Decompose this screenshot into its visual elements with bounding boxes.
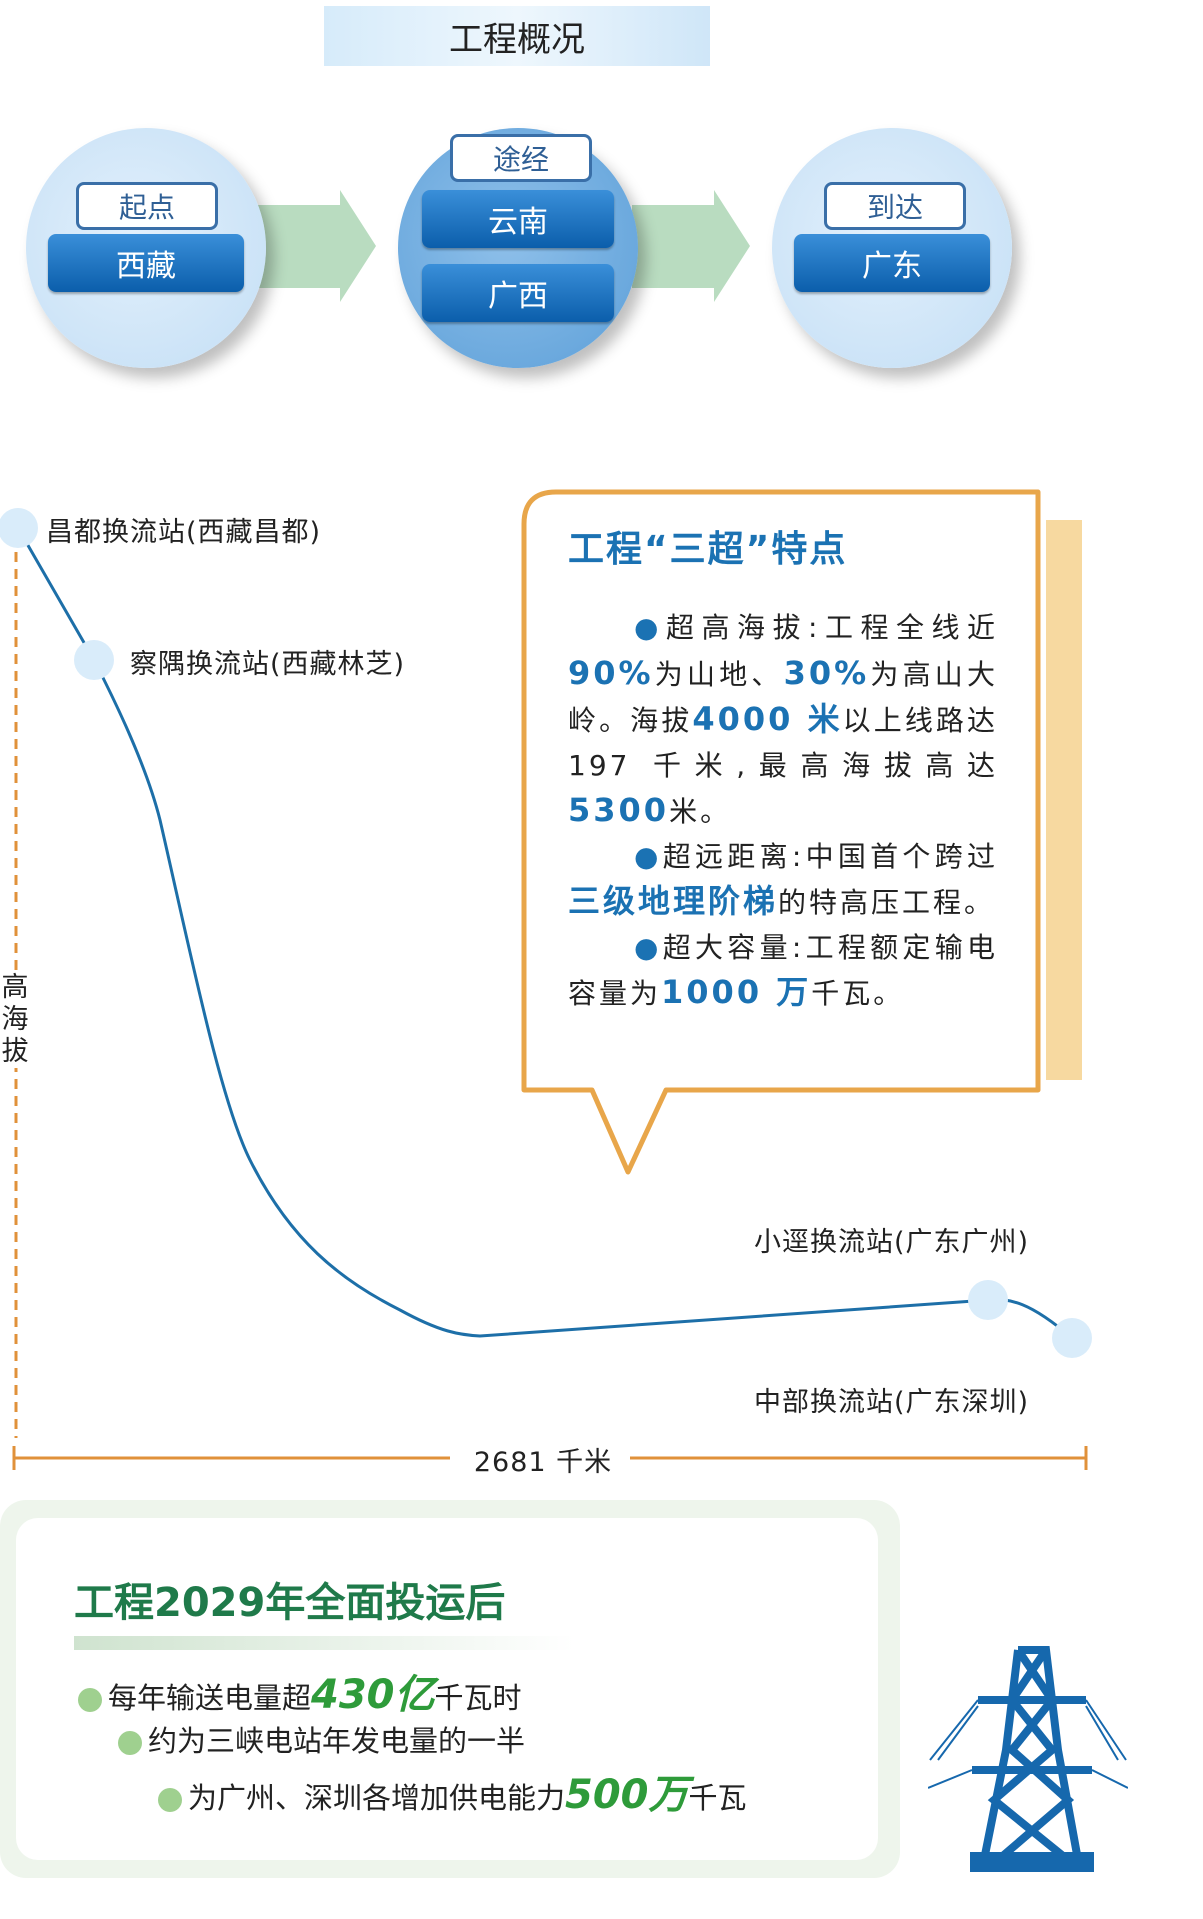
text: 每年输送电量超 [108,1681,312,1715]
callout-paragraph: ●超大容量:工程额定输电容量为1000 万千瓦。 [568,926,998,1017]
callout-title: 工程“三超”特点 [568,529,848,570]
highlight: 三级地理阶梯 [568,882,779,920]
bullet-icon [78,1688,102,1712]
bullet-icon: ● [634,930,663,964]
text: 超高海拔:工程全线近 [665,611,999,644]
text: 为广州、深圳各增加供电能力 [188,1781,566,1815]
elevation-line [16,527,1073,1340]
summary-item: 每年输送电量超430亿千瓦时 [78,1662,522,1720]
route-end-place: 广东 [794,234,990,292]
highlight: 5300 [568,791,670,829]
station-dot [1052,1318,1092,1358]
station-dot [74,640,114,680]
route-via-place: 云南 [422,190,614,248]
transmission-tower-icon [928,1646,1128,1872]
bullet-icon [158,1788,182,1812]
station-label: 察隅换流站(西藏林芝) [130,649,406,680]
distance-label: 2681 千米 [473,1447,613,1478]
callout-paragraph: ●超高海拔:工程全线近 90%为山地、30%为高山大岭。海拔4000 米以上线路达… [568,606,998,835]
text: 超大容量:工程额定输电容量为 [568,930,998,1011]
bullet-icon: ● [634,611,666,644]
callout-frame [521,489,1041,1175]
route-start-tag: 起点 [76,182,218,230]
highlight: 500万 [565,1772,689,1818]
callout-shadow [1046,520,1082,1080]
station-dot [968,1280,1008,1320]
text: 为山地、 [653,657,784,691]
text: 千瓦。 [811,977,905,1010]
callout-paragraph: ●超远距离:中国首个跨过三级地理阶梯的特高压工程。 [568,835,998,926]
text: 超远距离:中国首个跨过 [662,839,998,873]
elevation-label-char: 拔 [1,1036,29,1067]
route-end-circle: 到达 广东 [772,128,1012,368]
summary-item: 为广州、深圳各增加供电能力500万千瓦 [158,1762,747,1820]
text: 为高山大岭。海拔 [568,657,998,738]
route-via-tag: 途经 [450,134,592,182]
arrow-icon [632,190,750,302]
elevation-label-char: 海 [1,1004,29,1035]
route-end-tag: 到达 [824,182,966,230]
route-start-place: 西藏 [48,234,244,292]
highlight: 430亿 [311,1672,435,1718]
text: 千瓦时 [434,1681,522,1715]
route-start-circle: 起点 西藏 [26,128,266,368]
station-label: 昌都换流站(西藏昌都) [46,517,322,548]
station-dot [0,508,38,548]
callout-content: 工程“三超”特点 ●超高海拔:工程全线近90%为山地、30%为高山大岭。海拔40… [568,520,998,1017]
divider [74,1636,574,1650]
bullet-icon: ● [634,839,663,873]
highlight: 90% [568,653,654,692]
elevation-profile [0,508,1092,1470]
route-via-place: 广西 [422,264,614,322]
text: 以上线路达 197 千米,最高海拔高达 [568,704,998,782]
summary-item: 约为三峡电站年发电量的一半 [118,1718,525,1760]
elevation-label-char: 高 [1,972,29,1003]
elevation-label: 高 海 拔 [0,972,30,1068]
highlight: 1000 万 [661,973,812,1011]
text: 的特高压工程。 [778,886,996,919]
route-via-circle: 途经 云南 广西 [398,128,638,368]
route-arrows [258,190,750,302]
text: 米。 [669,795,732,828]
bullet-icon [118,1731,142,1755]
text: 约为三峡电站年发电量的一半 [148,1724,526,1758]
station-label: 中部换流站(广东深圳) [754,1387,1030,1418]
highlight: 4000 米 [692,700,843,738]
station-label: 小逕换流站(广东广州) [754,1227,1030,1258]
text: 千瓦 [688,1781,747,1815]
summary-title: 工程2029年全面投运后 [74,1580,506,1626]
arrow-icon [258,190,376,302]
highlight: 30% [783,653,870,692]
page-title: 工程概况 [324,6,710,66]
